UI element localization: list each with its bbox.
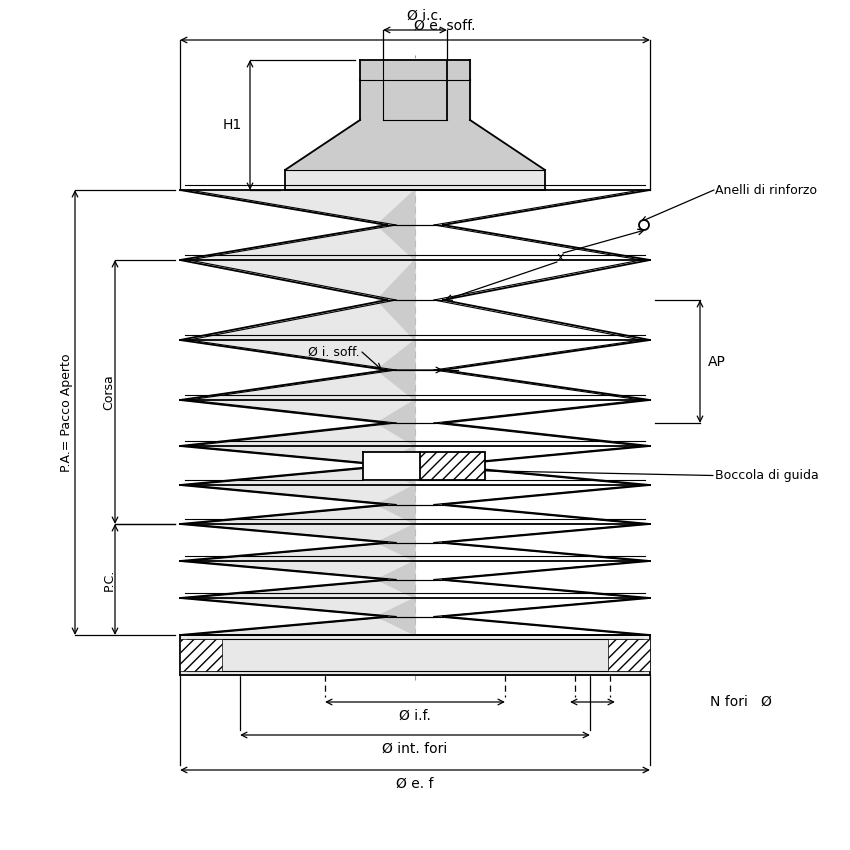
Polygon shape bbox=[180, 580, 415, 598]
Bar bbox=[420, 451, 485, 479]
Polygon shape bbox=[180, 561, 415, 580]
Polygon shape bbox=[377, 561, 415, 598]
Polygon shape bbox=[180, 542, 415, 561]
Polygon shape bbox=[180, 190, 415, 225]
Polygon shape bbox=[377, 524, 415, 561]
Text: Ø e. f: Ø e. f bbox=[396, 777, 434, 791]
Polygon shape bbox=[363, 451, 420, 479]
Polygon shape bbox=[377, 446, 415, 485]
Text: H1: H1 bbox=[223, 118, 242, 132]
Polygon shape bbox=[377, 485, 415, 524]
Polygon shape bbox=[180, 260, 415, 300]
Text: Ø e. soff.: Ø e. soff. bbox=[414, 19, 476, 33]
Polygon shape bbox=[180, 446, 415, 466]
Polygon shape bbox=[180, 485, 415, 505]
Text: x: x bbox=[556, 251, 564, 264]
Bar bbox=[608, 639, 650, 671]
Polygon shape bbox=[180, 260, 415, 300]
Polygon shape bbox=[180, 524, 415, 542]
Text: Anelli di rinforzo: Anelli di rinforzo bbox=[715, 184, 817, 196]
Polygon shape bbox=[285, 170, 545, 190]
Text: Boccola di guida: Boccola di guida bbox=[715, 469, 819, 482]
Text: P.C.: P.C. bbox=[103, 569, 116, 591]
Polygon shape bbox=[180, 423, 415, 446]
Polygon shape bbox=[180, 616, 415, 635]
Polygon shape bbox=[180, 598, 415, 616]
Polygon shape bbox=[180, 300, 415, 340]
Circle shape bbox=[639, 220, 649, 230]
Polygon shape bbox=[180, 225, 415, 260]
Polygon shape bbox=[180, 400, 415, 423]
Text: Ø i.c.: Ø i.c. bbox=[407, 9, 443, 23]
Text: P.A.= Pacco Aperto: P.A.= Pacco Aperto bbox=[60, 354, 73, 472]
Text: Ø i. soff.: Ø i. soff. bbox=[309, 345, 360, 359]
Bar bbox=[180, 639, 222, 671]
Polygon shape bbox=[180, 561, 415, 580]
Polygon shape bbox=[180, 466, 415, 485]
Polygon shape bbox=[180, 524, 415, 542]
Polygon shape bbox=[180, 598, 415, 616]
Polygon shape bbox=[180, 446, 415, 466]
Polygon shape bbox=[360, 80, 470, 120]
Polygon shape bbox=[377, 400, 415, 446]
Polygon shape bbox=[377, 598, 415, 635]
Text: Ø i.f.: Ø i.f. bbox=[399, 709, 431, 723]
Text: Ø int. fori: Ø int. fori bbox=[382, 742, 448, 756]
Polygon shape bbox=[180, 370, 415, 400]
Polygon shape bbox=[180, 400, 415, 423]
Polygon shape bbox=[377, 190, 415, 260]
Polygon shape bbox=[180, 340, 415, 370]
Text: AP: AP bbox=[708, 354, 726, 369]
Text: Corsa: Corsa bbox=[103, 374, 116, 410]
Polygon shape bbox=[180, 190, 415, 225]
Polygon shape bbox=[360, 60, 470, 80]
Text: N fori   Ø: N fori Ø bbox=[710, 695, 772, 709]
Polygon shape bbox=[180, 340, 415, 370]
Polygon shape bbox=[377, 340, 415, 400]
Polygon shape bbox=[180, 505, 415, 524]
Polygon shape bbox=[377, 260, 415, 340]
Polygon shape bbox=[180, 485, 415, 505]
Polygon shape bbox=[285, 120, 545, 170]
Polygon shape bbox=[180, 635, 650, 675]
